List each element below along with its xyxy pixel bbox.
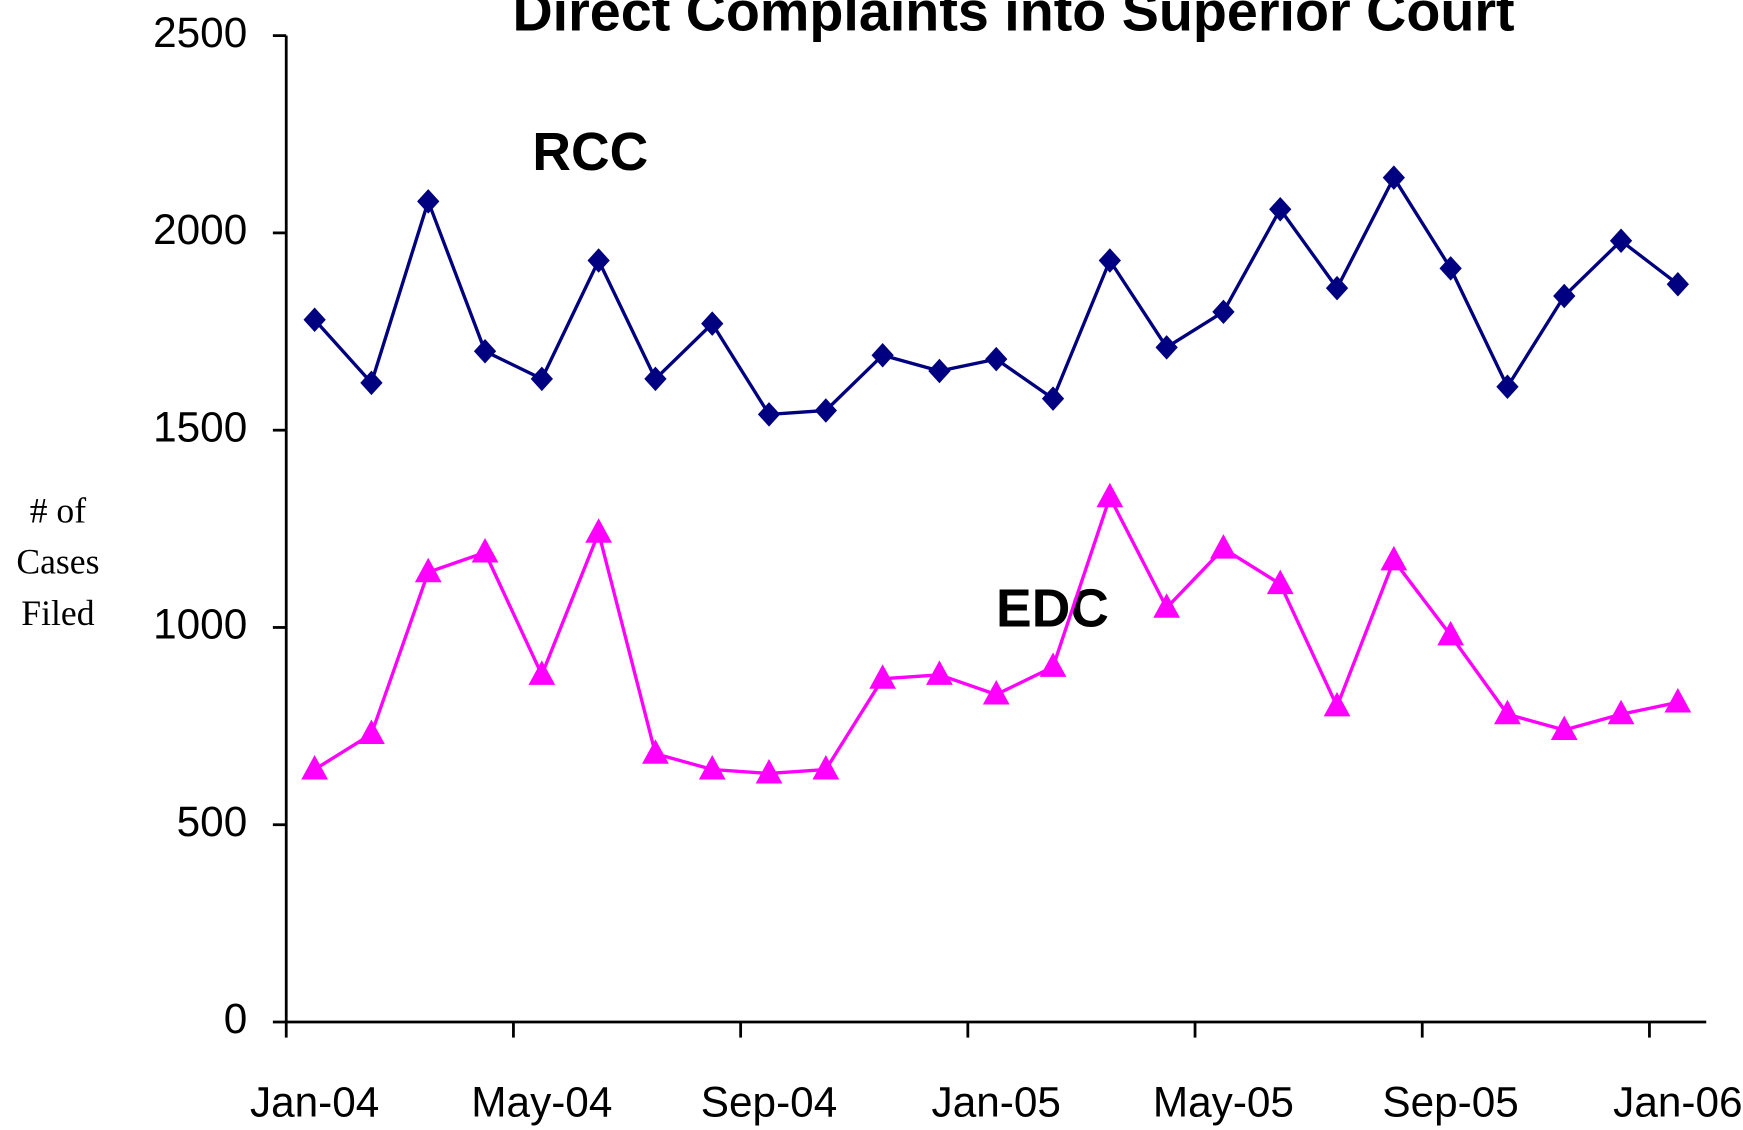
- x-tick-label: Sep-05: [1382, 1079, 1518, 1126]
- marker: [1609, 228, 1633, 254]
- y-tick-label: 2500: [153, 9, 247, 56]
- marker: [530, 366, 553, 392]
- marker: [812, 755, 840, 780]
- y-axis-label: Cases: [16, 542, 99, 582]
- marker: [1153, 593, 1181, 618]
- marker: [1269, 196, 1292, 222]
- marker: [1439, 256, 1462, 281]
- x-tick-label: Jan-05: [932, 1079, 1061, 1126]
- chart-title: Direct Complaints into Superior Court: [512, 0, 1514, 42]
- marker: [1098, 248, 1121, 273]
- marker: [814, 398, 837, 423]
- marker: [755, 758, 783, 784]
- marker: [1494, 699, 1521, 725]
- marker: [1041, 386, 1065, 411]
- marker: [417, 189, 440, 214]
- marker: [1496, 374, 1519, 400]
- y-tick-label: 1500: [153, 403, 247, 450]
- marker: [1210, 534, 1237, 559]
- y-axis-label: Filed: [21, 593, 94, 633]
- annotation: RCC: [532, 123, 648, 182]
- marker: [982, 680, 1010, 705]
- marker: [1323, 691, 1351, 717]
- x-tick-label: May-04: [471, 1079, 612, 1126]
- marker: [1382, 165, 1405, 190]
- x-tick-label: May-05: [1153, 1079, 1294, 1126]
- y-tick-label: 2000: [153, 206, 247, 253]
- marker: [414, 557, 442, 583]
- y-tick-label: 500: [177, 798, 248, 845]
- marker: [528, 660, 556, 685]
- marker: [585, 518, 612, 543]
- marker: [1155, 335, 1178, 360]
- marker: [1666, 271, 1689, 297]
- x-tick-label: Sep-04: [701, 1079, 837, 1126]
- marker: [642, 739, 669, 764]
- y-axis-label: # of: [30, 491, 87, 531]
- marker: [928, 358, 951, 384]
- marker: [757, 402, 781, 427]
- marker: [1607, 699, 1635, 725]
- marker: [698, 755, 726, 780]
- marker: [1212, 299, 1235, 325]
- y-tick-label: 1000: [153, 601, 247, 648]
- marker: [1664, 687, 1692, 713]
- marker: [1550, 715, 1578, 741]
- marker: [1380, 545, 1408, 571]
- marker: [358, 719, 385, 745]
- marker: [1266, 569, 1294, 595]
- marker: [926, 660, 953, 685]
- marker: [587, 248, 610, 273]
- x-tick-label: Jan-06: [1613, 1079, 1742, 1126]
- series-line: [313, 174, 1679, 417]
- x-tick-label: Jan-04: [250, 1079, 379, 1126]
- marker: [1553, 283, 1576, 309]
- annotation: EDC: [996, 579, 1109, 638]
- marker: [985, 346, 1008, 372]
- marker: [301, 755, 328, 780]
- marker: [1096, 482, 1124, 508]
- marker: [471, 538, 499, 563]
- marker: [473, 339, 497, 364]
- marker: [1325, 275, 1349, 301]
- y-tick-label: 0: [224, 995, 248, 1042]
- marker: [869, 664, 897, 689]
- marker: [1039, 652, 1067, 677]
- marker: [1437, 620, 1465, 646]
